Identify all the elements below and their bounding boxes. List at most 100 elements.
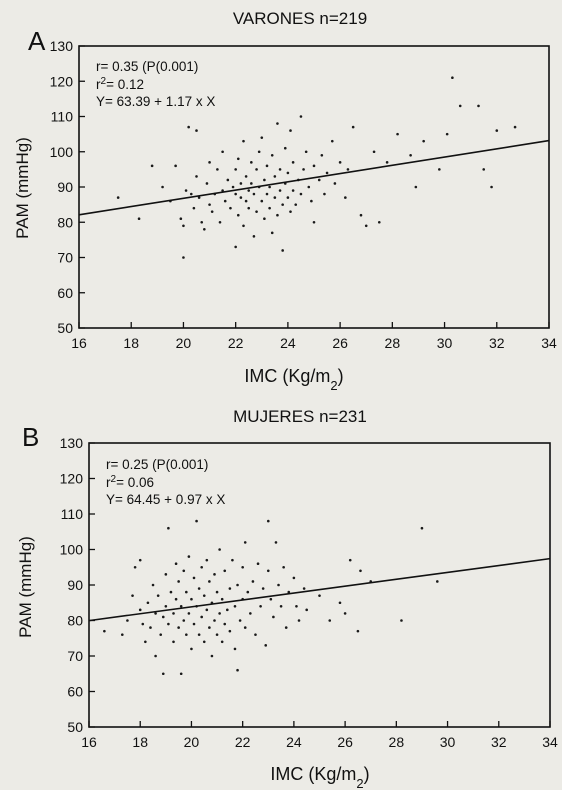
data-point bbox=[231, 558, 234, 562]
x-tick-label: 24 bbox=[286, 734, 302, 750]
data-point bbox=[297, 619, 301, 622]
data-point bbox=[246, 590, 250, 594]
panel-a-stats: r= 0.35 (P(0.001) r2= 0.12 Y= 63.39 + 1.… bbox=[96, 59, 215, 109]
data-point bbox=[276, 122, 279, 125]
data-point bbox=[265, 192, 269, 196]
data-point bbox=[223, 199, 227, 203]
data-point bbox=[265, 164, 269, 168]
data-point bbox=[338, 161, 342, 164]
data-point bbox=[236, 157, 240, 161]
data-point bbox=[161, 185, 164, 189]
data-point bbox=[438, 168, 441, 171]
data-point bbox=[221, 189, 224, 192]
data-point bbox=[241, 565, 244, 569]
panel-b-title: MUJERES n=231 bbox=[233, 407, 367, 426]
panel-b-x-axis-label: IMC (Kg/m2) bbox=[270, 764, 369, 790]
data-point bbox=[182, 569, 186, 573]
data-point bbox=[172, 612, 175, 615]
x-tick-label: 16 bbox=[81, 734, 97, 750]
x-tick-label: 16 bbox=[71, 335, 87, 351]
data-point bbox=[141, 622, 145, 626]
y-tick-label: 110 bbox=[61, 506, 84, 522]
data-point bbox=[213, 619, 216, 622]
panel-b: B MUJERES n=231 PAM (mmHg) IMC (Kg/m2) 1… bbox=[16, 407, 558, 790]
data-point bbox=[359, 569, 362, 573]
data-point bbox=[420, 526, 424, 530]
data-point bbox=[239, 196, 243, 199]
data-point bbox=[396, 132, 399, 136]
data-point bbox=[192, 622, 196, 626]
data-point bbox=[445, 132, 449, 136]
data-point bbox=[120, 633, 124, 636]
data-point bbox=[257, 150, 261, 154]
data-point bbox=[223, 622, 227, 626]
data-point bbox=[226, 178, 230, 182]
data-point bbox=[208, 161, 211, 164]
panel-b-stat-r: r= 0.25 (P(0.001) bbox=[106, 457, 208, 472]
data-point bbox=[286, 196, 290, 199]
x-tick-label: 18 bbox=[123, 335, 139, 351]
data-point bbox=[208, 580, 211, 583]
data-point bbox=[289, 210, 292, 213]
data-point bbox=[197, 196, 201, 199]
data-point bbox=[320, 153, 324, 157]
data-point bbox=[278, 189, 282, 192]
data-point bbox=[270, 231, 274, 235]
x-axis-label-prefix: IMC (Kg/m bbox=[270, 764, 356, 784]
panel-a: A VARONES n=219 PAM (mmHg) IMC (Kg/m2) 1… bbox=[13, 9, 557, 393]
data-point bbox=[291, 189, 295, 192]
data-point bbox=[218, 612, 221, 615]
data-point bbox=[291, 161, 295, 164]
data-point bbox=[226, 608, 229, 612]
data-point bbox=[213, 573, 216, 576]
data-point bbox=[302, 168, 305, 171]
data-point bbox=[259, 605, 262, 608]
data-point bbox=[255, 168, 258, 171]
y-tick-label: 130 bbox=[50, 38, 74, 54]
data-point bbox=[348, 558, 352, 562]
data-point bbox=[260, 136, 264, 139]
data-point bbox=[295, 605, 298, 608]
data-point bbox=[477, 104, 480, 108]
data-point bbox=[264, 644, 268, 647]
data-point bbox=[269, 597, 273, 601]
data-point bbox=[195, 519, 198, 523]
data-point bbox=[210, 210, 214, 213]
data-point bbox=[234, 168, 237, 171]
x-tick-label: 30 bbox=[437, 335, 453, 351]
data-point bbox=[167, 622, 170, 626]
panel-a-regression-line bbox=[78, 139, 550, 216]
data-point bbox=[218, 220, 222, 224]
data-point bbox=[244, 175, 248, 178]
data-point bbox=[451, 76, 454, 80]
x-tick-label: 26 bbox=[337, 734, 353, 750]
data-point bbox=[228, 629, 232, 633]
y-tick-label: 60 bbox=[57, 285, 73, 301]
data-point bbox=[197, 633, 201, 636]
data-point bbox=[177, 626, 180, 629]
data-point bbox=[223, 569, 227, 573]
data-point bbox=[234, 192, 237, 196]
data-point bbox=[364, 224, 368, 228]
data-point bbox=[274, 541, 278, 544]
x-axis-label-subscript: 2 bbox=[356, 776, 363, 790]
data-point bbox=[287, 590, 291, 594]
data-point bbox=[344, 196, 347, 199]
data-point bbox=[187, 612, 191, 615]
data-point bbox=[312, 220, 316, 224]
data-point bbox=[268, 185, 271, 189]
data-point bbox=[187, 555, 191, 558]
data-point bbox=[495, 129, 499, 132]
x-tick-label: 20 bbox=[176, 335, 192, 351]
data-point bbox=[260, 199, 264, 203]
data-point bbox=[268, 206, 271, 210]
data-point bbox=[333, 182, 337, 185]
data-point bbox=[513, 125, 517, 129]
x-tick-label: 34 bbox=[542, 734, 558, 750]
data-point bbox=[220, 597, 224, 601]
data-point bbox=[218, 548, 221, 551]
data-point bbox=[103, 629, 106, 633]
x-tick-label: 22 bbox=[235, 734, 251, 750]
data-point bbox=[242, 139, 245, 143]
data-point bbox=[179, 672, 183, 676]
